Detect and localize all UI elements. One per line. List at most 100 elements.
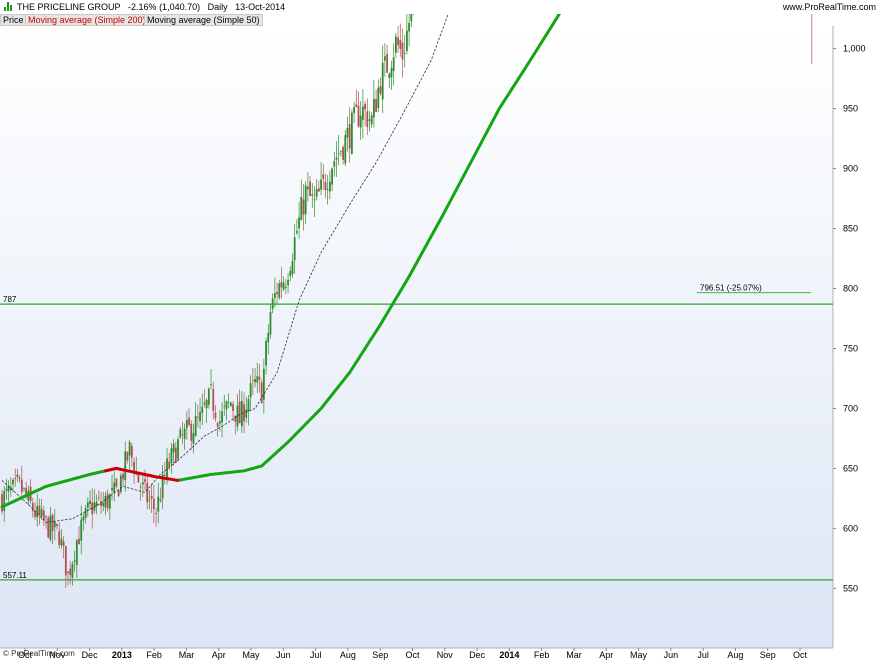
candle-body [256,376,259,383]
candle-body [364,103,366,110]
candle-body [174,447,177,463]
candle-body [309,181,311,196]
candle-body [100,501,102,507]
candle-body [51,514,54,531]
candle-body [386,54,388,73]
candle-body [203,402,206,405]
candle-body [326,189,329,190]
x-tick-label: Oct [18,650,33,660]
candle-body [339,151,342,153]
candle-body [196,416,199,418]
price-change: -2.16% (1,040.70) [128,2,201,12]
candle-body [353,106,355,114]
candle-body [130,445,133,458]
tab-price[interactable]: Price [0,14,27,26]
candle-body [342,147,344,160]
candle-body [251,379,254,381]
candle-body [71,564,74,578]
candle-body [216,423,219,427]
candle-body [75,540,78,565]
horizontal-line-label-1: 787 [3,295,17,304]
candle-body [225,401,228,410]
candle-body [295,231,298,233]
candle-body [14,478,17,479]
candle-body [7,485,10,492]
candle-body [168,461,171,467]
candle-body [207,388,210,405]
x-tick-label: Feb [534,650,550,660]
candle-body [258,376,261,380]
candle-body [370,115,373,125]
candle-body [232,404,234,411]
tab-ma200[interactable]: Moving average (Simple 200) [25,14,149,26]
candle-body [280,281,283,288]
candle-body [218,421,221,424]
candle-body [49,515,52,540]
candle-body [199,412,201,422]
ma50-line [1,0,454,523]
candle-body [170,448,173,464]
candle-body [102,502,105,507]
candle-body [361,106,364,120]
horizontal-line-label-2: 557.11 [3,571,27,580]
candle-body [5,488,8,491]
candle-body [366,111,369,128]
candle-body [348,123,351,149]
x-tick-label: Feb [146,650,162,660]
candle-body [89,500,91,505]
candle-body [3,490,6,512]
plot-area [0,26,833,648]
candle-body [148,499,151,501]
candle-body [205,399,208,409]
candle-body [210,384,212,385]
candle-body [394,36,397,53]
candle-body [238,401,241,424]
x-tick-label: Jun [664,650,679,660]
y-tick-label: 900 [843,164,858,174]
candle-body [243,404,245,422]
candle-body [236,405,239,427]
candle-body [183,428,186,439]
candle-body [320,179,322,190]
candle-body [97,497,100,499]
candle-body [368,119,371,122]
candle-body [117,490,120,497]
candle-body [313,198,316,200]
candle-body [38,505,41,515]
candle-body [190,423,193,441]
candle-body [221,411,223,423]
y-tick-label: 600 [843,523,858,533]
candle-body [155,513,157,515]
x-tick-label: Aug [727,650,743,660]
candle-body [260,382,263,404]
candle-body [128,442,131,456]
candle-body [86,502,89,508]
candle-body [214,412,217,419]
candle-body [152,498,155,510]
x-tick-label: Sep [760,650,776,660]
candle-body [333,161,336,167]
candle-body [56,523,58,527]
candle-body [36,506,39,518]
candle-body [12,479,14,485]
ma200-line-up [178,0,570,482]
footer-copyright: © ProRealTime.com [3,649,75,658]
x-tick-label: Dec [469,650,486,660]
candle-body [355,104,358,108]
candle-body [42,510,45,521]
candle-body [390,67,393,78]
y-tick-label: 1,000 [843,44,866,54]
candle-body [262,368,265,400]
candle-body [141,482,144,485]
candle-body [408,22,411,32]
tab-ma50[interactable]: Moving average (Simple 50) [144,14,263,26]
x-tick-label: Aug [340,650,356,660]
candle-body [45,516,47,518]
candle-body [188,417,190,425]
ma200-line-down [103,466,182,482]
candle-body [177,439,179,459]
candle-body [278,283,281,298]
candle-body [317,188,320,192]
